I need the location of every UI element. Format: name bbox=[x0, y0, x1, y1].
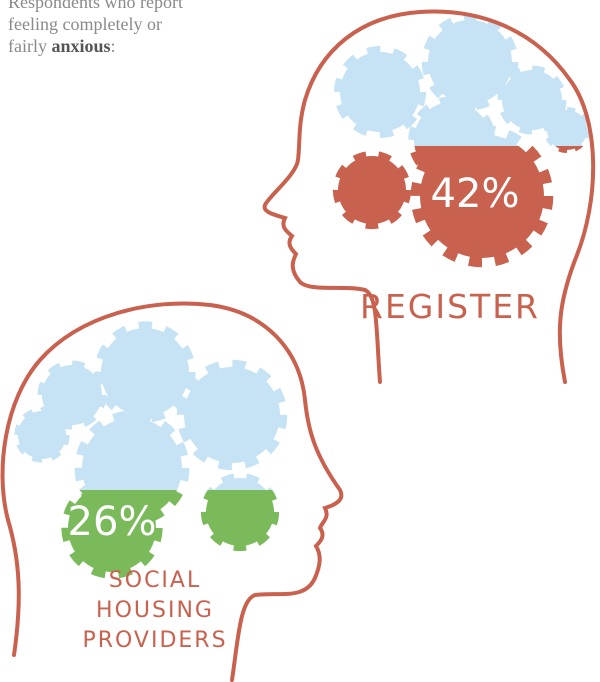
page: Respondents who report feeling completel… bbox=[0, 0, 600, 682]
gear bbox=[547, 110, 587, 150]
head-label: PROVIDERS bbox=[82, 628, 227, 653]
head-label: HOUSING bbox=[96, 598, 214, 623]
percent: 26% bbox=[68, 499, 157, 545]
gear bbox=[101, 328, 189, 416]
head-label: REGISTER bbox=[360, 287, 540, 326]
head-label: SOCIAL bbox=[109, 568, 201, 593]
gear bbox=[18, 411, 66, 459]
gear bbox=[184, 367, 280, 463]
gear bbox=[338, 156, 406, 224]
percent: 42% bbox=[431, 171, 520, 217]
gear bbox=[340, 52, 420, 132]
infographic: 42% REGISTER 26% SOCIAL HOUSING PROVIDER… bbox=[0, 0, 600, 682]
